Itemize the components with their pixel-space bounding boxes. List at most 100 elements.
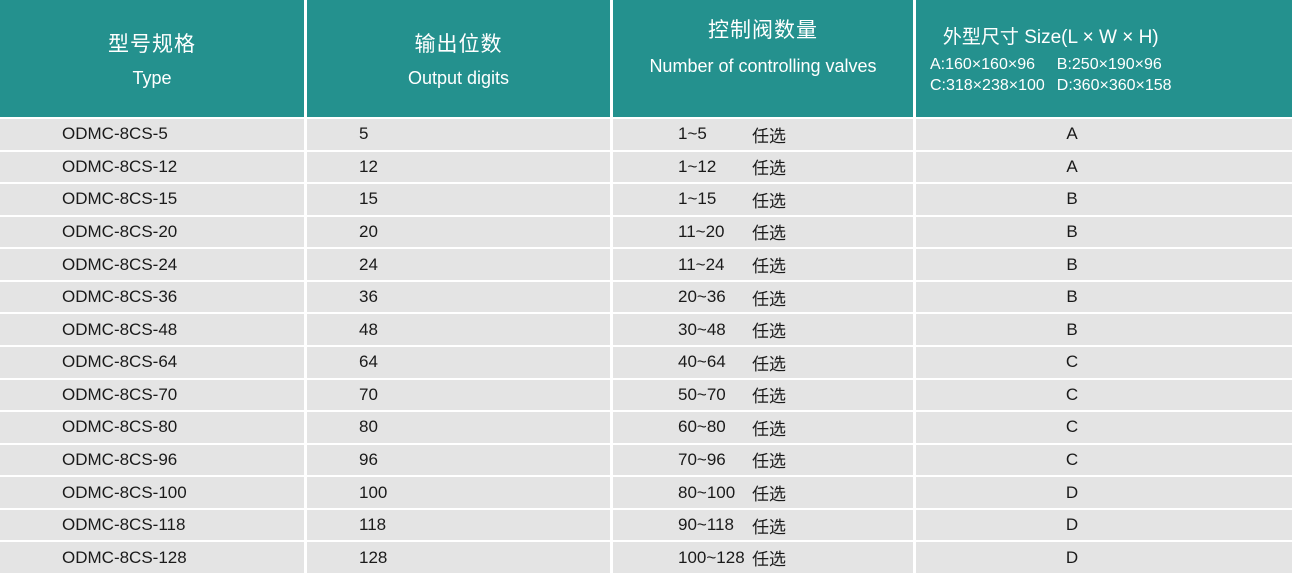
digits-cell: 96 — [307, 444, 610, 476]
model-cell: ODMC-8CS-128 — [0, 542, 304, 573]
valves-range: 11~20 — [678, 221, 725, 241]
optional-label: 任选 — [752, 550, 786, 570]
size-legend-b: B:250×190×96 — [1056, 56, 1162, 73]
optional-label: 任选 — [752, 224, 786, 244]
size-cell: A — [916, 151, 1292, 183]
valves-cell: 30~48 任选 — [613, 314, 913, 345]
table-row: ODMC-8CS-118 118 90~118 任选 D — [0, 509, 1292, 541]
table-row: ODMC-8CS-5 5 1~5 任选 A — [0, 119, 1292, 150]
valves-cell: 50~70 任选 — [613, 379, 913, 411]
digits-cell: 48 — [307, 314, 610, 345]
model-cell: ODMC-8CS-48 — [0, 314, 304, 345]
size-cell: D — [916, 509, 1292, 541]
model-cell: ODMC-8CS-80 — [0, 412, 304, 443]
size-cell: C — [916, 379, 1292, 411]
header-cell-type: 型号规格 Type — [0, 0, 304, 117]
digits-cell: 12 — [307, 151, 610, 183]
size-legend-a: A:160×160×96 — [930, 56, 1035, 73]
optional-label: 任选 — [752, 322, 786, 342]
valves-cell: 1~12 任选 — [613, 151, 913, 183]
optional-label: 任选 — [752, 289, 786, 309]
header-digits-zh: 输出位数 — [414, 33, 503, 56]
digits-cell: 64 — [307, 346, 610, 378]
size-legend-box: 外型尺寸 Size(L × W × H) A:160×160×96 B:250×… — [930, 22, 1172, 95]
optional-label: 任选 — [752, 126, 786, 146]
header-valves-en: Number of controlling valves — [649, 56, 877, 76]
model-cell: ODMC-8CS-64 — [0, 346, 304, 378]
size-cell: C — [916, 346, 1292, 378]
model-cell: ODMC-8CS-5 — [0, 119, 304, 150]
table-row: ODMC-8CS-80 80 60~80 任选 C — [0, 412, 1292, 443]
table-row: ODMC-8CS-70 70 50~70 任选 C — [0, 379, 1292, 411]
model-cell: ODMC-8CS-100 — [0, 477, 304, 508]
optional-label: 任选 — [752, 517, 786, 537]
valves-cell: 70~96 任选 — [613, 444, 913, 476]
size-legend-c: C:318×238×100 — [930, 77, 1045, 94]
size-cell: C — [916, 444, 1292, 476]
table-row: ODMC-8CS-24 24 11~24 任选 B — [0, 249, 1292, 280]
valves-range: 80~100 — [678, 482, 736, 502]
optional-label: 任选 — [752, 485, 786, 505]
digits-cell: 24 — [307, 249, 610, 280]
optional-label: 任选 — [752, 452, 786, 472]
digits-cell: 15 — [307, 184, 610, 215]
valves-range: 50~70 — [678, 384, 726, 404]
size-cell: B — [916, 184, 1292, 215]
digits-cell: 36 — [307, 281, 610, 313]
valves-range: 40~64 — [678, 352, 726, 372]
header-type-en: Type — [132, 68, 172, 88]
size-legend: A:160×160×96 B:250×190×96 C:318×238×100 … — [930, 56, 1172, 95]
digits-cell: 128 — [307, 542, 610, 573]
header-cell-output-digits: 输出位数 Output digits — [307, 0, 610, 117]
table-row: ODMC-8CS-20 20 11~20 任选 B — [0, 216, 1292, 248]
size-cell: C — [916, 412, 1292, 443]
valves-cell: 40~64 任选 — [613, 346, 913, 378]
optional-label: 任选 — [752, 354, 786, 374]
optional-label: 任选 — [752, 419, 786, 439]
valves-range: 1~5 — [678, 124, 707, 144]
valves-range: 100~128 — [678, 547, 745, 567]
valves-cell: 1~15 任选 — [613, 184, 913, 215]
optional-label: 任选 — [752, 257, 786, 277]
table-row: ODMC-8CS-128 128 100~128 任选 D — [0, 542, 1292, 573]
header-digits-en: Output digits — [407, 68, 510, 88]
digits-cell: 5 — [307, 119, 610, 150]
size-cell: B — [916, 216, 1292, 248]
table-row: ODMC-8CS-64 64 40~64 任选 C — [0, 346, 1292, 378]
table-row: ODMC-8CS-15 15 1~15 任选 B — [0, 184, 1292, 215]
table-row: ODMC-8CS-36 36 20~36 任选 B — [0, 281, 1292, 313]
valves-cell: 100~128 任选 — [613, 542, 913, 573]
table-row: ODMC-8CS-96 96 70~96 任选 C — [0, 444, 1292, 476]
valves-range: 90~118 — [678, 515, 734, 535]
optional-label: 任选 — [752, 191, 786, 211]
model-cell: ODMC-8CS-20 — [0, 216, 304, 248]
size-cell: B — [916, 249, 1292, 280]
digits-cell: 118 — [307, 509, 610, 541]
optional-label: 任选 — [752, 159, 786, 179]
digits-cell: 20 — [307, 216, 610, 248]
digits-cell: 70 — [307, 379, 610, 411]
header-type-zh: 型号规格 — [108, 33, 196, 56]
valves-cell: 20~36 任选 — [613, 281, 913, 313]
size-cell: D — [916, 542, 1292, 573]
valves-cell: 11~24 任选 — [613, 249, 913, 280]
size-cell: D — [916, 477, 1292, 508]
size-cell: A — [916, 119, 1292, 150]
size-title: 外型尺寸 Size(L × W × H) — [942, 27, 1159, 48]
size-cell: B — [916, 314, 1292, 345]
valves-range: 1~15 — [678, 189, 717, 209]
model-cell: ODMC-8CS-36 — [0, 281, 304, 313]
optional-label: 任选 — [752, 387, 786, 407]
table-header-row: 型号规格 Type 输出位数 Output digits 控制阀数量 Numbe… — [0, 0, 1292, 117]
model-cell: ODMC-8CS-118 — [0, 509, 304, 541]
valves-cell: 80~100 任选 — [613, 477, 913, 508]
table-row: ODMC-8CS-12 12 1~12 任选 A — [0, 151, 1292, 183]
header-cell-size: 外型尺寸 Size(L × W × H) A:160×160×96 B:250×… — [916, 0, 1292, 117]
digits-cell: 100 — [307, 477, 610, 508]
valves-range: 20~36 — [678, 287, 726, 307]
header-cell-valves: 控制阀数量 Number of controlling valves — [613, 0, 913, 117]
size-legend-d: D:360×360×158 — [1056, 77, 1172, 94]
model-cell: ODMC-8CS-24 — [0, 249, 304, 280]
model-cell: ODMC-8CS-96 — [0, 444, 304, 476]
